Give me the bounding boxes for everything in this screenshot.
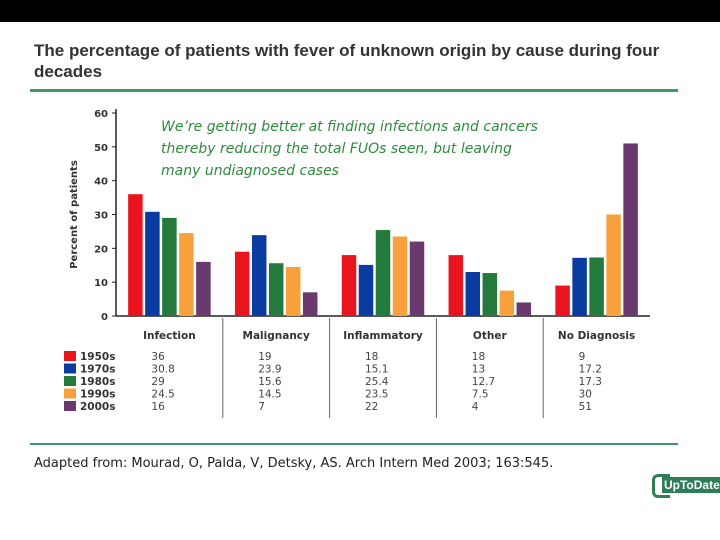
data-label: 18 [365, 351, 378, 363]
y-tick-label: 0 [101, 312, 108, 323]
data-label: 19 [258, 351, 271, 363]
bar [302, 292, 318, 316]
category-label: No Diagnosis [558, 330, 635, 342]
bar [234, 251, 250, 316]
y-tick-label: 40 [94, 177, 108, 188]
legend-label: 1950s [80, 351, 115, 363]
data-label: 25.4 [365, 376, 389, 388]
data-label: 16 [151, 401, 165, 413]
footer-divider [30, 443, 678, 445]
legend-swatch [64, 388, 76, 399]
bar [285, 266, 301, 316]
bar [179, 233, 194, 316]
y-axis-label: Percent of patients [69, 160, 80, 269]
annotation-line: thereby reducing the total FUOs seen, bu… [161, 141, 512, 157]
y-tick-label: 60 [94, 109, 108, 120]
data-label: 14.5 [258, 389, 281, 401]
bar [572, 257, 587, 316]
legend-label: 2000s [80, 401, 115, 413]
logo-text: UpToDate [662, 477, 720, 493]
data-label: 18 [472, 351, 485, 363]
data-label: 7.5 [472, 389, 489, 401]
data-label: 15.6 [258, 376, 282, 388]
data-label: 12.7 [472, 376, 495, 388]
bar [499, 290, 515, 316]
bar [448, 255, 464, 316]
legend-swatch [64, 351, 76, 361]
bar [409, 241, 425, 316]
y-tick-label: 20 [94, 244, 108, 255]
bar [128, 194, 143, 316]
bar [606, 214, 621, 316]
category-label: Malignancy [243, 330, 311, 342]
data-label: 51 [579, 401, 592, 413]
data-label: 4 [472, 401, 479, 413]
bar [196, 261, 211, 316]
data-label: 9 [579, 351, 586, 363]
citation: Adapted from: Mourad, O, Palda, V, Detsk… [34, 456, 554, 471]
data-label: 7 [258, 401, 265, 413]
annotation-line: many undiagnosed cases [161, 163, 339, 179]
bar [482, 273, 498, 316]
category-label: Inflammatory [343, 330, 423, 342]
legend-label: 1970s [80, 364, 115, 376]
data-label: 23.5 [365, 389, 388, 401]
y-tick-label: 10 [94, 278, 108, 289]
legend-label: 1980s [80, 376, 115, 388]
bar [251, 235, 267, 316]
uptodate-logo: UpToDate [652, 470, 720, 500]
data-label: 17.2 [579, 364, 602, 376]
data-label: 13 [472, 364, 485, 376]
data-label: 30.8 [151, 364, 174, 376]
legend-swatch [64, 401, 76, 411]
bar [341, 255, 357, 316]
data-label: 15.1 [365, 364, 388, 376]
data-label: 24.5 [151, 389, 174, 401]
bar [516, 302, 532, 316]
legend-swatch [64, 363, 76, 374]
title-divider [30, 89, 678, 92]
data-label: 36 [151, 351, 165, 363]
data-label: 29 [151, 376, 164, 388]
annotation-line: We’re getting better at finding infectio… [161, 119, 538, 135]
bar [392, 236, 408, 316]
category-label: Infection [143, 330, 196, 342]
data-label: 22 [365, 401, 378, 413]
legend-label: 1990s [80, 389, 115, 401]
legend-swatch [64, 376, 76, 386]
data-label: 23.9 [258, 364, 281, 376]
bar [465, 272, 481, 316]
bar [589, 257, 604, 316]
bar [145, 211, 160, 316]
data-label: 30 [579, 389, 592, 401]
bar [623, 143, 638, 316]
bar [375, 230, 391, 316]
y-tick-label: 30 [94, 211, 108, 222]
logo-mark-icon [652, 474, 670, 498]
data-label: 17.3 [579, 376, 602, 388]
bar [555, 285, 570, 316]
bar [162, 217, 177, 316]
y-tick-label: 50 [94, 143, 108, 154]
category-label: Other [473, 330, 508, 342]
bar [358, 264, 374, 316]
bar [268, 263, 284, 316]
top-black-bar [0, 0, 720, 22]
chart-title: The percentage of patients with fever of… [34, 41, 660, 81]
